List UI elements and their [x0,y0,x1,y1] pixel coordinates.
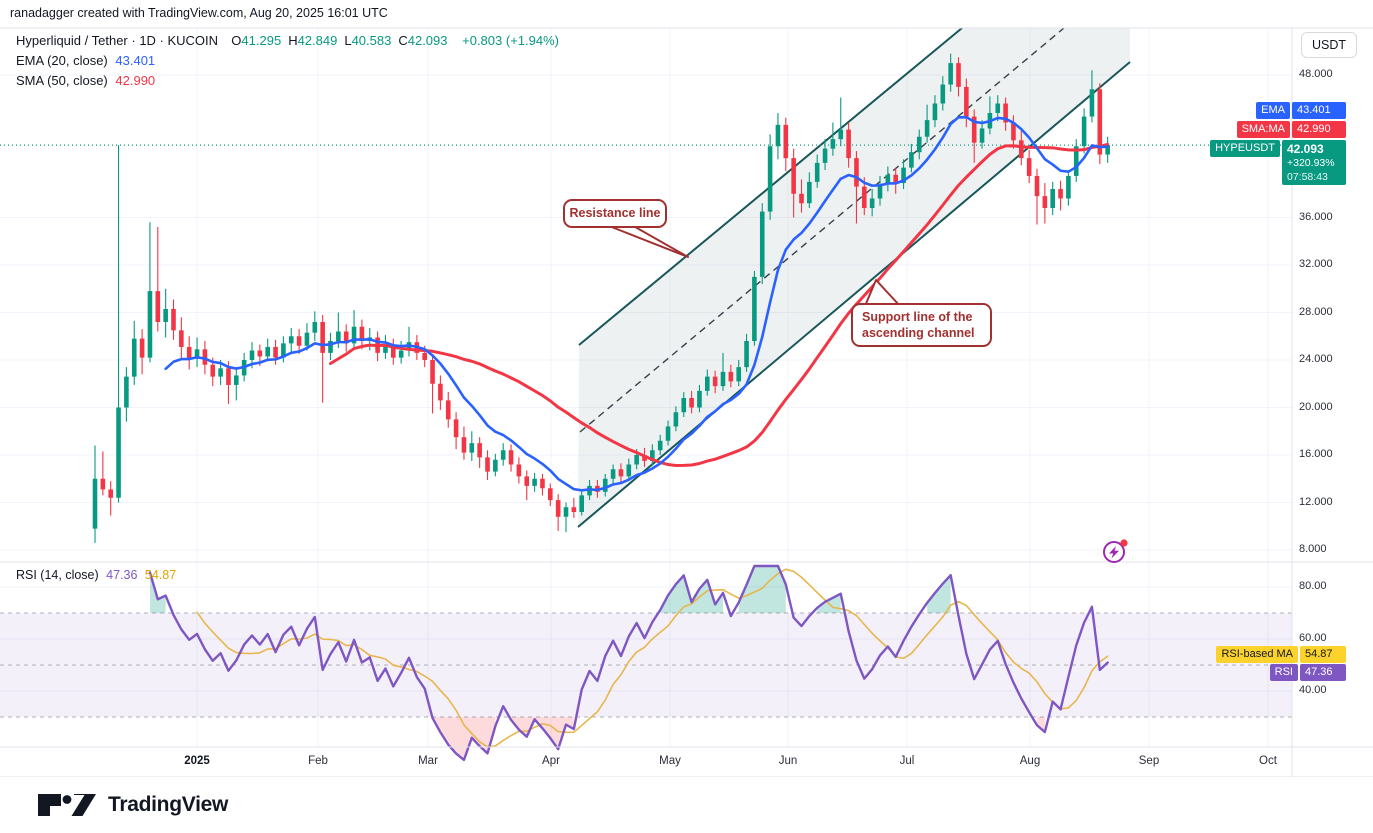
rsi-tick-label: 40.00 [1299,684,1327,696]
price-tick-label: 8.000 [1299,543,1327,555]
change-value: +0.803 (+1.94%) [462,33,559,48]
price-axis[interactable]: 48.000 36.000 32.000 28.000 24.000 20.000 16.0… [1292,28,1373,777]
price-tick-label: 20.000 [1299,400,1333,413]
support-callout[interactable]: Support line of the ascending channel [851,303,992,347]
symbol-badge-countdown: 07:58:43 [1287,170,1328,183]
support-callout-line2: ascending channel [862,326,975,340]
price-tick-label: 12.000 [1299,495,1333,508]
rsi-legend-value: 47.36 [106,568,138,582]
time-tick-label: Sep [1138,755,1160,767]
symbol-title: Hyperliquid / Tether · 1D · KUCOIN [16,33,219,48]
logo-strip: TradingView [0,777,1373,833]
rsi-tick-label: 80.00 [1299,580,1327,592]
sma-legend-row: SMA (50, close) 42.990 [16,73,155,88]
price-tick-label: 28.000 [1299,305,1333,318]
ohlc-value: 40.583 [351,33,392,48]
time-tick-label: Jul [899,755,915,767]
rsi-tick-label: 60.00 [1299,632,1327,644]
rsi-ma-legend-value: 54.87 [144,568,177,582]
rsi-badge-value: 47.36 [1300,664,1346,681]
ohlc-letter: L [344,33,352,48]
sma-legend-label: SMA (50, close) [16,73,108,88]
tradingview-logo-text: TradingView [108,793,229,816]
symbol-badge-values: 42.093 +320.93% 07:58:43 [1282,140,1346,185]
rsi-ma-badge-value: 54.87 [1300,646,1346,663]
rsi-ma-badge: RSI-based MA 54.87 [1216,646,1346,663]
sma-badge-value: 42.990 [1292,121,1346,138]
rsi-legend-row: RSI (14, close) 47.36 54.87 [16,568,176,582]
symbol-badge-label: HYPEUSDT [1210,140,1280,157]
ohlc-letter: C [398,33,408,48]
price-tick-label: 24.000 [1299,353,1333,365]
sma-price-badge: SMA:MA 42.990 [1236,121,1346,138]
tradingview-logo-icon [38,794,96,816]
ohlc-value: 42.849 [297,33,338,48]
ohlc-values: O41.295 H42.849 L40.583 C42.093 [231,33,454,48]
support-callout-line1: Support line of the [862,309,973,324]
ema-badge-value: 43.401 [1292,102,1346,119]
time-tick-label: Feb [308,755,328,767]
time-tick-label: Jun [778,755,798,767]
time-tick-label: May [659,755,681,767]
rsi-badge-label: RSI [1269,664,1298,681]
sma-badge-label: SMA:MA [1236,121,1290,138]
ema-legend-label: EMA (20, close) [16,53,108,68]
resistance-callout-text: Resistance line [569,206,661,221]
rsi-legend-label: RSI (14, close) [16,568,99,582]
rsi-ma-badge-label: RSI-based MA [1216,646,1298,663]
time-axis[interactable]: 2025 Feb Mar Apr May Jun Jul Aug Sep Oct [0,747,1373,777]
time-tick-label: Oct [1259,755,1277,767]
ohlc-letter: O [231,33,242,48]
boost-lightning-icon[interactable] [1100,536,1132,568]
ema-legend-row: EMA (20, close) 43.401 [16,53,155,68]
ohlc-value: 41.295 [241,33,282,48]
time-tick-label: Mar [418,755,438,767]
rsi-badge: RSI 47.36 [1269,664,1346,681]
time-tick-label: Aug [1019,755,1041,767]
price-tick-label: 32.000 [1299,258,1333,270]
time-tick-label: 2025 [184,755,210,767]
currency-toggle-button[interactable]: USDT [1301,32,1357,58]
symbol-badge-price: 42.093 [1287,142,1324,156]
ohlc-value: 42.093 [407,33,448,48]
ema-badge-label: EMA [1256,102,1290,119]
notification-dot [1120,539,1128,547]
symbol-legend-row: Hyperliquid / Tether · 1D · KUCOIN O41.2… [16,33,559,48]
resistance-callout[interactable]: Resistance line [563,199,667,228]
time-tick-label: Apr [542,755,560,767]
attribution-text: ranadagger created with TradingView.com,… [10,6,388,20]
price-tick-label: 48.000 [1299,68,1333,80]
symbol-price-badge: HYPEUSDT 42.093 +320.93% 07:58:43 [1210,140,1346,185]
ema-legend-value: 43.401 [115,53,156,68]
ema-price-badge: EMA 43.401 [1256,102,1346,119]
price-tick-label: 16.000 [1299,448,1333,460]
price-tick-label: 36.000 [1299,210,1333,223]
symbol-badge-change: +320.93% [1287,157,1335,169]
ohlc-letter: H [288,33,298,48]
tradingview-logo[interactable]: TradingView [36,791,228,819]
sma-legend-value: 42.990 [115,73,156,88]
